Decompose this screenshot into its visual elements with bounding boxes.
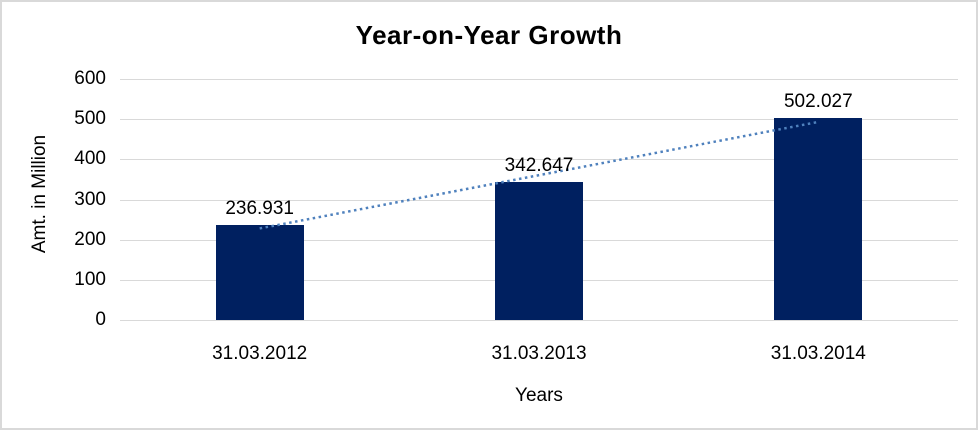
gridline <box>120 320 958 321</box>
y-tick-label: 400 <box>74 148 106 170</box>
bar-31.03.2012[interactable] <box>215 224 304 320</box>
gridline <box>120 119 958 121</box>
bar-31.03.2014[interactable] <box>774 118 863 320</box>
x-tick-label: 31.03.2014 <box>770 343 866 364</box>
x-tick-label: 31.03.2012 <box>212 343 308 364</box>
data-label: 236.931 <box>225 197 294 219</box>
data-label: 342.647 <box>504 155 574 177</box>
data-label: 502.027 <box>783 91 853 113</box>
bar-31.03.2013[interactable] <box>495 182 583 320</box>
y-tick-label: 100 <box>74 268 106 290</box>
y-tick-label: 500 <box>74 108 106 130</box>
x-axis-title: Years <box>515 385 563 406</box>
y-tick-label: 0 <box>95 309 106 330</box>
y-tick-label: 300 <box>74 188 106 210</box>
y-tick-label: 600 <box>74 68 106 89</box>
chart-title: Year-on-Year Growth <box>355 20 623 50</box>
gridline <box>120 79 958 80</box>
y-tick-label: 200 <box>74 228 106 250</box>
x-tick-label: 31.03.2013 <box>491 343 587 364</box>
